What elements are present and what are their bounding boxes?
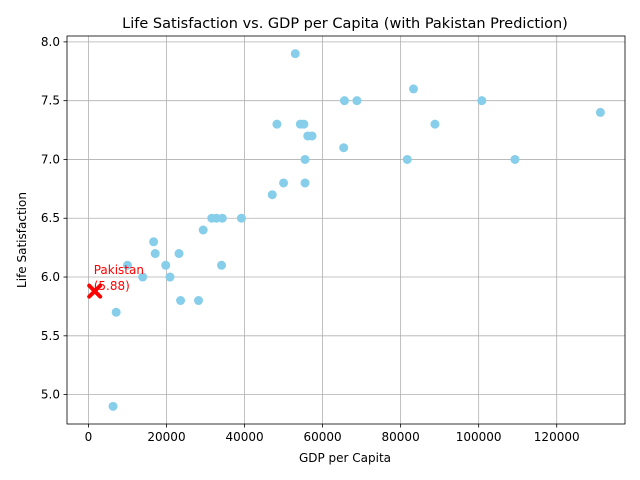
- data-point: [272, 119, 282, 129]
- data-point: [477, 96, 487, 106]
- data-point: [290, 49, 300, 59]
- data-point: [217, 213, 227, 223]
- data-point: [409, 84, 419, 94]
- x-tick-label: 100000: [456, 430, 502, 444]
- data-point: [111, 307, 121, 317]
- plot-frame: [66, 35, 626, 425]
- x-tick-label: 60000: [303, 430, 341, 444]
- x-axis-label: GDP per Capita: [299, 451, 391, 465]
- data-point: [352, 96, 362, 106]
- x-tick-label: 0: [85, 430, 93, 444]
- data-point: [217, 260, 227, 270]
- data-points: [108, 49, 605, 411]
- data-point: [595, 107, 605, 117]
- y-axis-ticks: 5.0 5.5 6.0 6.5 7.0 7.5 8.0: [41, 35, 67, 402]
- data-point: [267, 190, 277, 200]
- data-point: [150, 249, 160, 259]
- data-point: [307, 131, 317, 141]
- prediction-point: [87, 283, 103, 299]
- data-point: [122, 260, 132, 270]
- prediction-cross-stroke: [87, 283, 103, 299]
- prediction-label-line: Pakistan: [94, 263, 144, 277]
- data-point: [165, 272, 175, 282]
- data-point: [339, 143, 349, 153]
- data-point: [300, 178, 310, 188]
- data-point: [279, 178, 289, 188]
- x-tick-label: 120000: [534, 430, 580, 444]
- prediction-marker: Pakistan (5.88): [87, 263, 144, 299]
- data-point: [194, 296, 204, 306]
- data-point: [176, 296, 186, 306]
- data-point: [138, 272, 148, 282]
- x-tick-label: 20000: [147, 430, 185, 444]
- y-tick-label: 7.0: [41, 152, 60, 166]
- y-tick-label: 7.5: [41, 94, 60, 108]
- data-point: [161, 260, 171, 270]
- data-point: [236, 213, 246, 223]
- data-point: [108, 401, 118, 411]
- x-tick-label: 80000: [382, 430, 420, 444]
- prediction-label-line: (5.88): [94, 279, 130, 293]
- y-tick-label: 5.5: [41, 329, 60, 343]
- prediction-label: Pakistan (5.88): [94, 263, 144, 293]
- x-tick-label: 40000: [225, 430, 263, 444]
- data-point: [430, 119, 440, 129]
- data-point: [300, 154, 310, 164]
- data-point: [149, 237, 159, 247]
- y-tick-label: 6.5: [41, 211, 60, 225]
- data-point: [174, 249, 184, 259]
- y-tick-label: 5.0: [41, 388, 60, 402]
- y-axis-label: Life Satisfaction: [15, 192, 29, 288]
- chart-title: Life Satisfaction vs. GDP per Capita (wi…: [122, 16, 568, 32]
- y-tick-label: 6.0: [41, 270, 60, 284]
- data-point: [402, 154, 412, 164]
- data-point: [299, 119, 309, 129]
- data-point: [339, 96, 349, 106]
- data-point: [198, 225, 208, 235]
- data-point: [510, 154, 520, 164]
- x-axis-ticks: 0 20000 40000 60000 80000 100000 120000: [85, 424, 580, 444]
- y-tick-label: 8.0: [41, 35, 60, 49]
